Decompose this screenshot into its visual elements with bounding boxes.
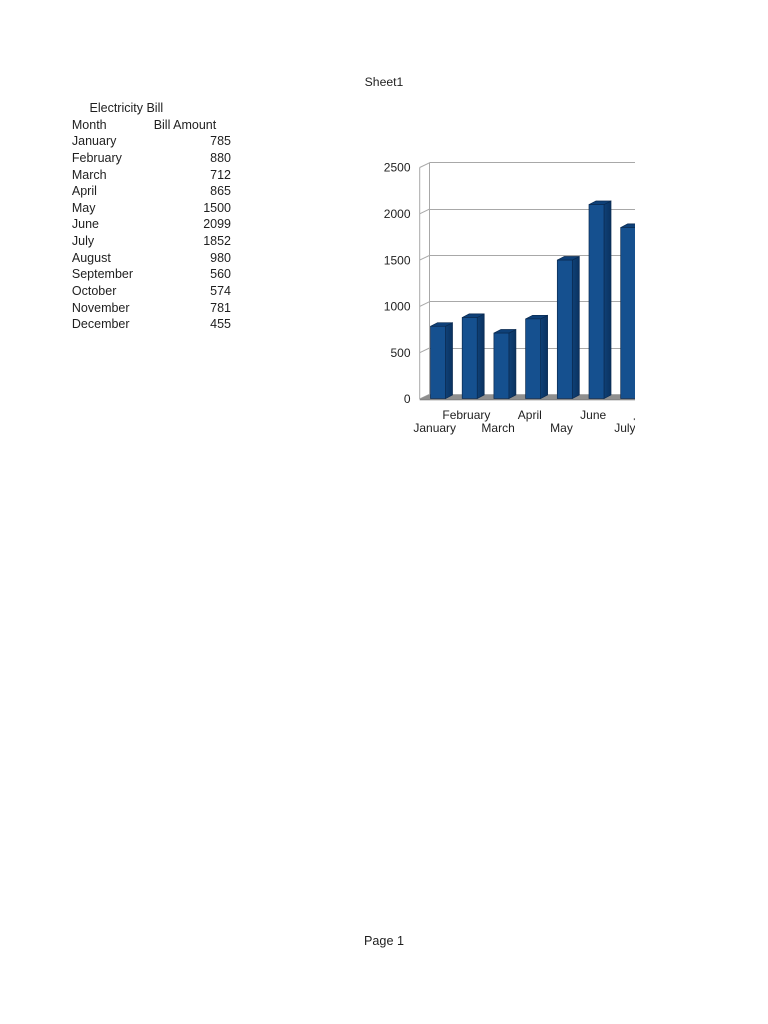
svg-text:May: May [550, 421, 573, 435]
svg-text:0: 0 [404, 392, 411, 406]
svg-text:January: January [413, 421, 456, 435]
svg-text:1500: 1500 [384, 253, 411, 267]
svg-text:February: February [442, 408, 490, 422]
svg-text:500: 500 [390, 346, 410, 360]
svg-text:June: June [580, 408, 606, 422]
svg-text:April: April [518, 408, 542, 422]
svg-text:2000: 2000 [384, 207, 411, 221]
svg-text:July: July [614, 421, 635, 435]
svg-text:2500: 2500 [384, 161, 411, 175]
svg-text:March: March [481, 421, 514, 435]
svg-text:1000: 1000 [384, 300, 411, 314]
